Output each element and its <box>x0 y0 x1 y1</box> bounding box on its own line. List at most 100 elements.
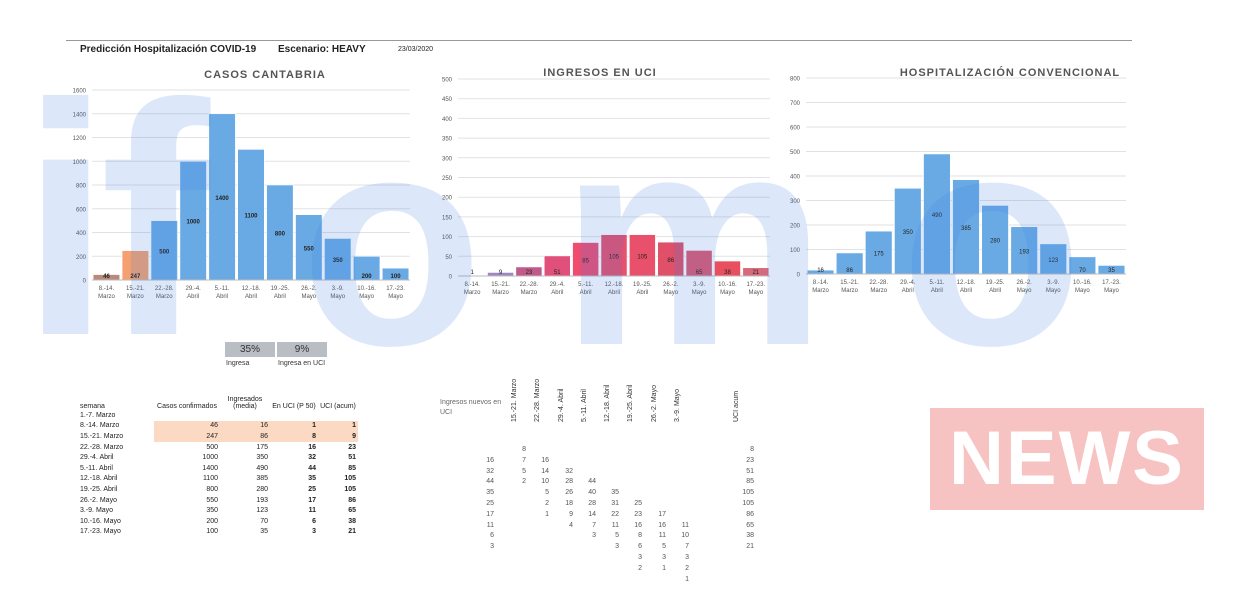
y-tick-label: 800 <box>76 184 87 190</box>
table-cell: 175 <box>256 443 268 451</box>
x-tick-label: Marzo <box>521 290 538 296</box>
matrix-cell: 5 <box>545 489 549 497</box>
y-tick-label: 150 <box>442 215 453 221</box>
table-cell: 29.-4. Abril <box>80 454 114 462</box>
matrix-cell: 18 <box>565 500 573 507</box>
matrix-cell: 25 <box>634 500 642 507</box>
x-tick-label: Abril <box>580 290 592 296</box>
x-tick-label: Mayo <box>388 294 403 300</box>
data-label: 51 <box>554 270 561 276</box>
matrix-cell: 8 <box>638 532 642 540</box>
y-tick-label: 1600 <box>73 89 87 95</box>
col-semana: semana <box>80 403 105 410</box>
matrix-cell: 85 <box>746 478 754 486</box>
table-header-row: semana Casos confirmados Ingresados (med… <box>78 396 358 410</box>
x-tick-label: 22.-28. <box>869 280 888 286</box>
x-tick-label: Mayo <box>330 294 345 300</box>
data-label: 86 <box>667 258 674 264</box>
data-label: 100 <box>391 274 402 280</box>
table-cell: 3 <box>312 528 316 536</box>
matrix-cell: 4 <box>569 521 573 529</box>
x-tick-label: Mayo <box>663 290 678 296</box>
data-label: 46 <box>103 274 110 280</box>
y-tick-label: 600 <box>76 207 87 213</box>
table-cell: 35 <box>308 475 316 483</box>
watermark-letter: i <box>20 35 112 404</box>
table-cell: 9 <box>318 431 358 442</box>
y-tick-label: 0 <box>83 279 87 285</box>
table-cell: 25 <box>308 485 316 493</box>
table-cell: 280 <box>256 485 268 493</box>
table-cell: 6 <box>312 517 316 525</box>
matrix-cell: 21 <box>746 543 754 551</box>
table-cell: 35 <box>260 528 268 536</box>
bar <box>266 184 294 281</box>
table-cell <box>270 410 318 421</box>
x-tick-label: 8.-14. <box>813 280 829 286</box>
report-title: Predicción Hospitalización COVID-19 <box>80 44 257 55</box>
table-cell: 105 <box>344 485 356 493</box>
chart-hospitalizacion-convencional: HOSPITALIZACIÓN CONVENCIONAL 0 100 200 300 40… <box>790 66 1126 294</box>
x-tick-label: 17.-23. <box>1102 280 1121 286</box>
x-tick-label: 22.-28. <box>520 282 539 288</box>
table-cell: 500 <box>206 443 218 451</box>
table-cell: 85 <box>348 464 356 472</box>
x-tick-label: Marzo <box>492 290 509 296</box>
matrix-cell: 3 <box>662 554 666 561</box>
matrix-cell: 32 <box>565 467 573 475</box>
data-label: 800 <box>275 232 286 238</box>
matrix-cell: 44 <box>486 478 494 486</box>
matrix-cell: 11 <box>681 521 689 529</box>
data-label: 65 <box>696 270 703 276</box>
x-tick-label: Marzo <box>870 288 887 294</box>
y-tick-label: 100 <box>790 248 801 254</box>
data-label: 123 <box>1048 258 1059 264</box>
data-label: 1400 <box>215 196 229 202</box>
matrix-col-header: 22.-28. Marzo <box>534 378 541 422</box>
news-watermark: NEWS <box>930 408 1204 510</box>
uci-percentage: 9% <box>277 342 327 357</box>
data-label: 70 <box>1079 268 1086 274</box>
x-tick-label: Mayo <box>1046 288 1061 294</box>
table-cell: 16 <box>220 420 270 432</box>
y-tick-label: 0 <box>449 275 453 281</box>
matrix-cell: 16 <box>634 521 642 529</box>
data-label: 247 <box>130 274 141 280</box>
x-tick-label: 5.-11. <box>215 286 230 292</box>
matrix-cell: 6 <box>490 532 494 540</box>
chart-title: CASOS CANTABRIA <box>204 69 326 81</box>
x-tick-label: Mayo <box>720 290 735 296</box>
data-label: 1 <box>471 270 475 276</box>
matrix-cell: 3 <box>638 554 642 561</box>
matrix-cell: 51 <box>746 467 754 475</box>
table-cell: 8.-14. Marzo <box>80 422 120 430</box>
bar <box>894 187 922 275</box>
matrix-cell: 10 <box>681 532 689 540</box>
y-tick-label: 500 <box>442 78 453 84</box>
matrix-cell: 7 <box>592 521 596 529</box>
matrix-cell: 38 <box>746 532 754 540</box>
x-tick-label: Abril <box>551 290 563 296</box>
table-cell: 19.-25. Abril <box>80 485 118 493</box>
weekly-data-table: semana Casos confirmados Ingresados (med… <box>78 396 358 537</box>
matrix-cell: 3 <box>592 532 596 540</box>
y-tick-label: 700 <box>790 101 801 107</box>
bar <box>572 242 599 277</box>
table-row: 26.-2. Mayo 550 193 17 86 <box>78 495 358 506</box>
y-tick-label: 400 <box>76 231 87 237</box>
matrix-cell: 5 <box>522 467 526 475</box>
matrix-cell: 11 <box>486 521 494 529</box>
data-label: 385 <box>961 226 972 232</box>
table-cell: 100 <box>206 528 218 536</box>
table-row: 15.-21. Marzo 247 86 8 9 <box>78 431 358 442</box>
matrix-cell: 16 <box>658 521 666 529</box>
table-cell <box>220 410 270 421</box>
uci-label: Ingresa en UCI <box>278 360 326 367</box>
x-tick-label: 29.-4. <box>550 282 566 288</box>
bar <box>121 250 149 281</box>
y-tick-label: 800 <box>790 77 801 83</box>
x-tick-label: 12.-18. <box>605 282 624 288</box>
matrix-cell: 28 <box>565 478 573 486</box>
x-tick-label: Marzo <box>812 288 829 294</box>
y-tick-label: 300 <box>442 156 453 162</box>
